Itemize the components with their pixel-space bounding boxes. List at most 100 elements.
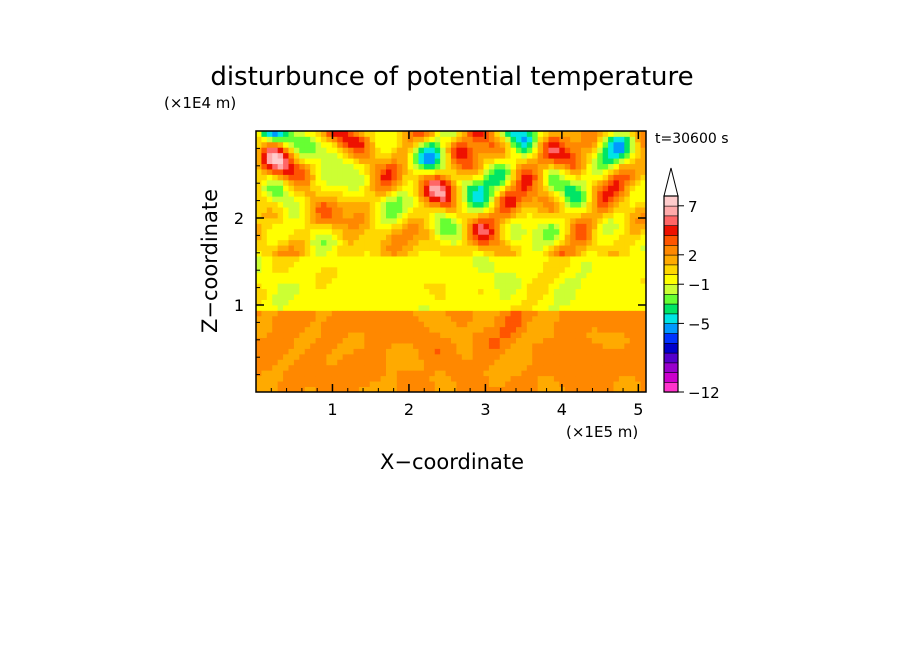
field-cell xyxy=(553,310,560,317)
field-cell xyxy=(391,315,398,322)
field-cell xyxy=(570,299,576,306)
field-cell xyxy=(396,353,403,360)
field-cell xyxy=(553,185,560,192)
field-cell xyxy=(261,353,268,360)
field-cell xyxy=(418,201,425,208)
field-cell xyxy=(640,185,647,192)
field-cell xyxy=(581,261,587,268)
field-cell xyxy=(553,326,560,333)
field-cell xyxy=(434,131,441,137)
field-cell xyxy=(532,174,539,181)
field-cell xyxy=(283,245,289,252)
field-cell xyxy=(602,169,609,175)
field-cell xyxy=(505,321,511,328)
field-cell xyxy=(321,169,327,175)
field-cell xyxy=(521,315,528,322)
field-cell xyxy=(407,218,414,224)
field-cell xyxy=(413,277,419,284)
field-cell xyxy=(440,299,446,306)
field-cell xyxy=(407,294,414,300)
field-cell xyxy=(321,386,327,393)
field-cell xyxy=(304,337,311,344)
field-cell xyxy=(429,288,436,295)
field-cell xyxy=(488,359,495,366)
colorbar-segment xyxy=(663,215,679,227)
field-cell xyxy=(364,223,371,230)
field-cell xyxy=(521,179,528,186)
field-cell xyxy=(326,131,333,137)
field-cell xyxy=(396,386,403,393)
field-cell xyxy=(331,147,338,154)
field-cell xyxy=(391,332,398,339)
field-cell xyxy=(299,250,306,257)
field-cell xyxy=(423,169,430,175)
field-cell xyxy=(283,256,289,262)
field-cell xyxy=(629,169,636,175)
field-cell xyxy=(537,381,544,387)
field-cell xyxy=(277,131,284,137)
field-cell xyxy=(629,337,636,344)
field-cell xyxy=(310,201,316,208)
field-cell xyxy=(537,375,544,382)
field-cell xyxy=(575,163,582,170)
field-cell xyxy=(272,179,279,186)
field-cell xyxy=(364,158,371,165)
field-cell xyxy=(326,364,333,371)
field-cell xyxy=(429,261,436,268)
field-cell xyxy=(559,343,566,349)
field-cell xyxy=(261,245,268,252)
field-cell xyxy=(494,272,501,279)
field-cell xyxy=(261,299,268,306)
field-cell xyxy=(478,223,484,230)
field-cell xyxy=(256,152,262,159)
field-cell xyxy=(445,147,452,154)
colorbar-segment xyxy=(663,244,679,256)
field-cell xyxy=(434,359,441,366)
field-cell xyxy=(380,218,387,224)
field-cell xyxy=(553,337,560,344)
field-cell xyxy=(369,386,376,393)
field-cell xyxy=(597,152,604,159)
field-cell xyxy=(564,370,571,377)
field-cell xyxy=(413,337,419,344)
field-cell xyxy=(472,201,479,208)
field-cell xyxy=(543,239,549,246)
field-cell xyxy=(461,343,468,349)
field-cell xyxy=(396,163,403,170)
field-cell xyxy=(521,266,528,273)
field-cell xyxy=(488,250,495,257)
field-cell xyxy=(272,266,279,273)
field-cell xyxy=(299,321,306,328)
field-cell xyxy=(559,179,566,186)
field-cell xyxy=(348,169,354,175)
y-axis: 12 xyxy=(234,147,646,376)
field-cell xyxy=(348,337,354,344)
field-cell xyxy=(559,185,566,192)
field-cell xyxy=(277,169,284,175)
field-cell xyxy=(613,375,620,382)
field-cell xyxy=(548,228,555,235)
field-cell xyxy=(456,190,463,197)
field-cell xyxy=(369,212,376,219)
field-cell xyxy=(537,179,544,186)
field-cell xyxy=(277,196,284,203)
field-cell xyxy=(461,196,468,203)
field-cell xyxy=(472,321,479,328)
field-cell xyxy=(434,315,441,322)
field-cell xyxy=(510,131,517,137)
field-cell xyxy=(358,337,365,344)
field-cell xyxy=(304,152,311,159)
field-cell xyxy=(488,381,495,387)
field-cell xyxy=(386,201,392,208)
field-cell xyxy=(266,381,273,387)
field-cell xyxy=(564,272,571,279)
field-cell xyxy=(413,315,419,322)
field-cell xyxy=(386,256,392,262)
field-cell xyxy=(629,370,636,377)
field-cell xyxy=(478,364,484,371)
field-cell xyxy=(488,201,495,208)
field-cell xyxy=(440,250,446,257)
field-cell xyxy=(570,359,576,366)
field-cell xyxy=(331,212,338,219)
field-cell xyxy=(543,158,549,165)
